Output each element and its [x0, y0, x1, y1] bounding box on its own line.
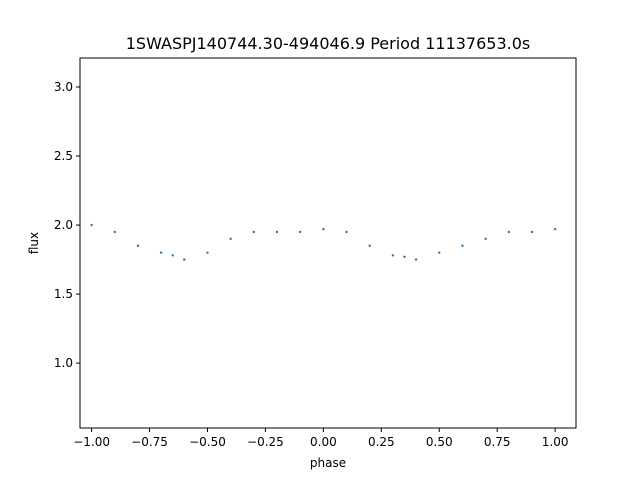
data-point — [461, 244, 464, 247]
data-point — [136, 244, 140, 247]
x-tick-label: 0.50 — [426, 435, 453, 449]
chart-title: 1SWASPJ140744.30-494046.9 Period 1113765… — [126, 34, 531, 53]
data-point — [275, 230, 279, 234]
y-axis: 1.0 1.5 2.0 2.5 3.0 — [54, 80, 80, 370]
data-point — [183, 258, 186, 261]
data-point — [438, 251, 441, 254]
data-point — [322, 227, 325, 231]
x-tick-label: −0.50 — [189, 435, 226, 449]
y-tick-label: 2.0 — [54, 218, 73, 232]
data-point — [298, 230, 302, 234]
y-tick-label: 3.0 — [54, 80, 73, 94]
data-point — [229, 237, 232, 241]
x-tick-label: −0.75 — [131, 435, 168, 449]
x-tick-label: 1.00 — [542, 435, 569, 449]
y-tick-label: 1.0 — [54, 356, 73, 370]
data-point — [345, 230, 348, 234]
x-tick-label: −0.25 — [247, 435, 284, 449]
data-point — [553, 227, 557, 231]
data-point — [252, 230, 256, 234]
x-axis: −1.00 −0.75 −0.50 −0.25 0.00 0.25 0.50 0.75 1.00 — [73, 428, 568, 449]
x-tick-label: 0.75 — [484, 435, 511, 449]
data-point — [403, 255, 406, 259]
data-point — [90, 223, 93, 227]
x-tick-label: 0.25 — [368, 435, 395, 449]
data-point — [507, 230, 510, 234]
y-tick-label: 1.5 — [54, 287, 73, 301]
data-points — [90, 223, 557, 261]
data-point — [113, 230, 116, 234]
plot-frame — [79, 57, 577, 429]
data-point — [171, 254, 174, 257]
data-point — [391, 254, 395, 257]
x-axis-label: phase — [310, 456, 346, 470]
data-point — [368, 244, 371, 247]
data-point — [159, 251, 163, 254]
data-point — [484, 237, 487, 241]
x-tick-label: 0.00 — [310, 435, 337, 449]
data-point — [206, 251, 209, 254]
data-point — [414, 258, 418, 261]
data-point — [530, 230, 534, 234]
x-tick-label: −1.00 — [73, 435, 110, 449]
y-axis-label: flux — [27, 232, 41, 254]
y-tick-label: 2.5 — [54, 149, 73, 163]
